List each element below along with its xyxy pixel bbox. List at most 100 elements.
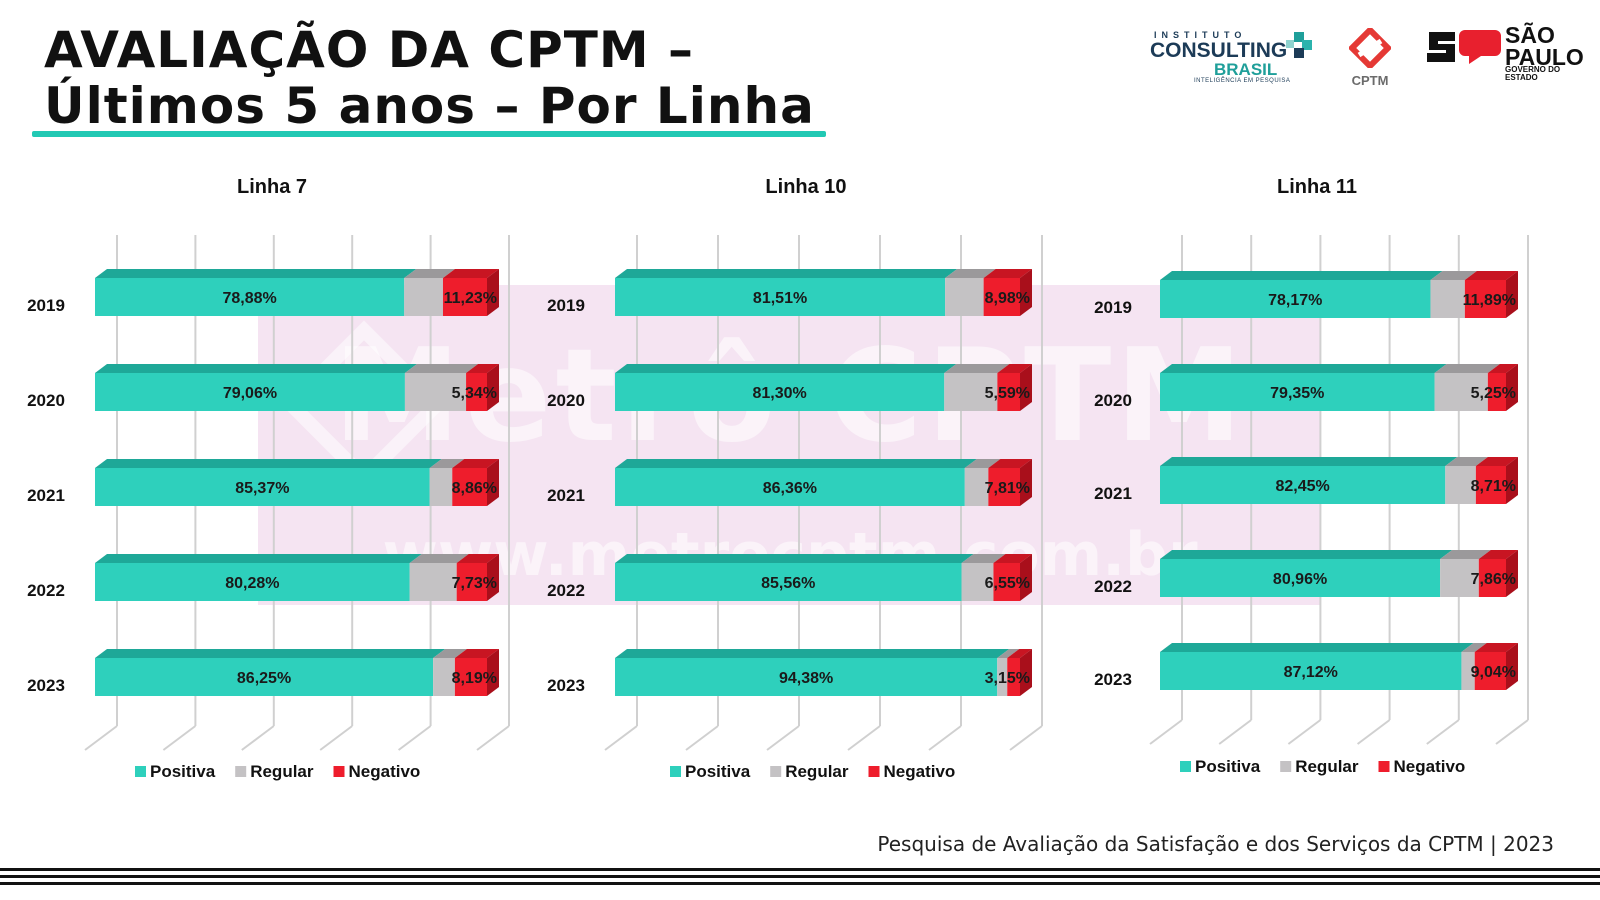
legend-label-positiva: Positiva: [150, 762, 216, 781]
data-label-positiva: 85,56%: [761, 575, 815, 592]
bar-top-positiva: [95, 269, 417, 278]
legend-label-negativo: Negativo: [349, 762, 421, 781]
bar-top-regular: [1434, 364, 1500, 373]
bar-top-negativo: [1475, 457, 1518, 466]
bar-segment-negativo: [454, 658, 487, 696]
data-label-positiva: 85,37%: [235, 480, 289, 497]
bar-top-positiva: [1160, 457, 1458, 466]
data-label-negativo: 8,86%: [452, 480, 497, 497]
bar-segment-negativo: [442, 278, 487, 316]
legend-swatch-positiva: [670, 766, 681, 777]
gridline-floor: [1149, 719, 1183, 745]
data-label-negativo: 7,81%: [985, 480, 1030, 497]
bar-top-positiva: [1160, 643, 1474, 652]
data-label-negativo: 8,19%: [452, 670, 497, 687]
bar-side-face: [1020, 554, 1032, 601]
bar-segment-positiva: [95, 373, 405, 411]
bar-side-face: [1020, 649, 1032, 696]
chart-title: Linha 7: [237, 176, 307, 198]
legend-label-regular: Regular: [1295, 757, 1359, 776]
bar-top-negativo: [983, 269, 1032, 278]
bar-top-regular: [404, 364, 479, 373]
bar-segment-regular: [404, 373, 467, 411]
bar-segment-positiva: [615, 278, 946, 316]
cptm-logo-text: CPTM: [1351, 73, 1389, 88]
footer-caption: Pesquisa de Avaliação da Satisfação e do…: [877, 832, 1554, 856]
bar-top-positiva: [1160, 550, 1453, 559]
bar-side-face: [487, 364, 499, 411]
data-label-positiva: 87,12%: [1284, 664, 1338, 681]
bar-side-face: [1506, 364, 1518, 411]
legend-swatch-negativo: [868, 766, 880, 777]
bar-top-regular: [433, 649, 467, 658]
bar-top-regular: [429, 459, 465, 468]
chart-panel-linha-11: Linha 11 2019 78,17% 11,89% 2020 79,35% 5,25% 2…: [1070, 160, 1600, 810]
chart-svg-linha-11: Linha 11 2019 78,17% 11,89% 2020 79,35% 5,25% 2…: [1094, 176, 1529, 776]
bar-top-positiva: [615, 269, 958, 278]
bar-top-regular: [1430, 271, 1477, 280]
gridline-floor: [1426, 719, 1460, 745]
bar-segment-negativo: [1464, 280, 1506, 318]
data-label-positiva: 86,36%: [763, 480, 817, 497]
data-label-positiva: 94,38%: [779, 670, 833, 687]
bar-top-positiva: [1160, 271, 1443, 280]
bar-segment-positiva: [1160, 652, 1462, 690]
cptm-diamond-icon: [1347, 25, 1393, 71]
data-label-negativo: 7,86%: [1471, 571, 1516, 588]
bar-segment-regular: [1461, 652, 1475, 690]
bar-side-face: [487, 554, 499, 601]
bar-segment-positiva: [1160, 373, 1435, 411]
bar-top-negativo: [988, 459, 1032, 468]
consulting-brasil-logo: INSTITUTO CONSULTING BRASIL INTELIGÊNCIA…: [1150, 30, 1320, 92]
data-label-negativo: 11,23%: [444, 290, 497, 307]
legend-swatch-positiva: [1180, 761, 1191, 772]
bar-segment-negativo: [456, 563, 487, 601]
bar-top-positiva: [1160, 364, 1447, 373]
legend-swatch-regular: [1280, 761, 1292, 772]
chart-title: Linha 10: [765, 176, 846, 198]
legend-label-positiva: Positiva: [685, 762, 751, 781]
bar-segment-negativo: [997, 373, 1020, 411]
bar-segment-negativo: [1007, 658, 1020, 696]
bar-segment-positiva: [615, 563, 962, 601]
bar-top-positiva: [615, 554, 974, 563]
bar-side-face: [487, 649, 499, 696]
consulting-logo-line1: INSTITUTO: [1154, 30, 1247, 40]
gridline-floor: [847, 725, 881, 751]
bar-side-face: [487, 269, 499, 316]
bar-segment-negativo: [452, 468, 487, 506]
bar-segment-positiva: [95, 278, 405, 316]
bar-top-negativo: [456, 554, 499, 563]
data-label-negativo: 3,15%: [985, 670, 1030, 687]
consulting-logo-line3: BRASIL: [1214, 60, 1278, 79]
watermark-background: [258, 285, 1320, 605]
bar-segment-negativo: [988, 468, 1020, 506]
data-label-positiva: 80,96%: [1273, 571, 1327, 588]
page-title: AVALIAÇÃO DA CPTM – Últimos 5 anos – Por…: [44, 22, 815, 134]
chart-panel-linha-10: Linha 10 2019 81,51% 8,98% 2020 81,30% 5,59% 20…: [530, 160, 1070, 810]
bar-segment-negativo: [983, 278, 1020, 316]
bar-top-regular: [944, 364, 1010, 373]
bar-top-regular: [997, 649, 1020, 658]
year-label: 2023: [1094, 670, 1132, 689]
year-label: 2023: [547, 676, 585, 695]
year-label: 2020: [1094, 391, 1132, 410]
bar-segment-negativo: [1475, 466, 1506, 504]
gridline-floor: [928, 725, 962, 751]
gridline-floor: [1495, 719, 1529, 745]
bar-segment-negativo: [1474, 652, 1506, 690]
bar-segment-positiva: [615, 468, 965, 506]
year-label: 2020: [27, 391, 65, 410]
legend-label-regular: Regular: [785, 762, 849, 781]
bar-segment-regular: [1445, 466, 1476, 504]
data-label-negativo: 6,55%: [985, 575, 1030, 592]
data-label-positiva: 79,35%: [1270, 385, 1324, 402]
data-label-negativo: 7,73%: [452, 575, 497, 592]
gridline-floor: [1218, 719, 1252, 745]
data-label-positiva: 81,51%: [753, 290, 807, 307]
legend-label-positiva: Positiva: [1195, 757, 1261, 776]
chart-title: Linha 11: [1277, 176, 1357, 198]
gridline-floor: [162, 725, 196, 751]
bar-top-negativo: [442, 269, 499, 278]
gridline-floor: [319, 725, 353, 751]
